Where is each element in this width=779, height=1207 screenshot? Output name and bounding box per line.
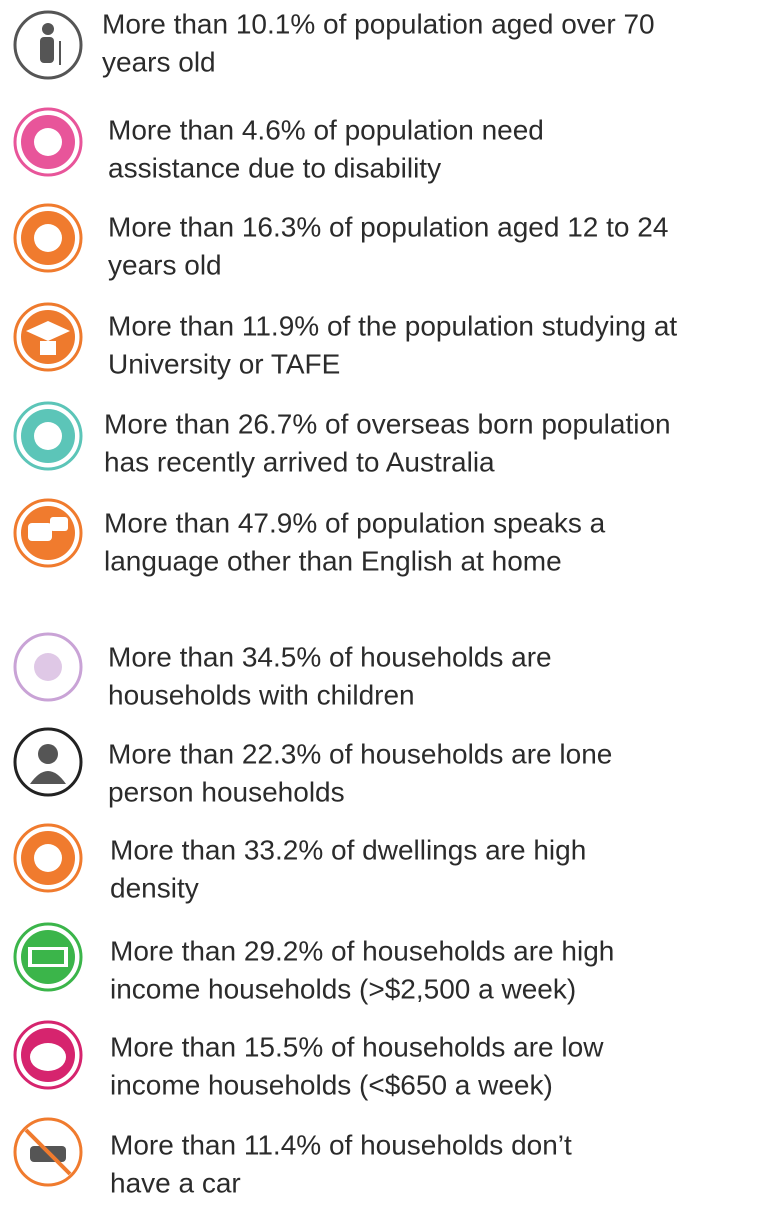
item-text: More than 10.1% of population aged over … bbox=[102, 8, 655, 39]
icon-glyph bbox=[50, 517, 68, 531]
icon-glyph bbox=[40, 341, 56, 355]
icon-glyph bbox=[38, 744, 58, 764]
icon-glyph bbox=[30, 771, 66, 784]
icon-glyph bbox=[40, 37, 54, 63]
item-text: have a car bbox=[110, 1167, 241, 1198]
item-text: person households bbox=[108, 776, 345, 807]
item-text: More than 34.5% of households are bbox=[108, 641, 552, 672]
list-item: More than 11.4% of households don’t have … bbox=[13, 1117, 572, 1198]
item-text: More than 26.7% of overseas born populat… bbox=[104, 408, 671, 439]
item-text: density bbox=[110, 872, 199, 903]
item-text: years old bbox=[102, 46, 216, 77]
item-text: language other than English at home bbox=[104, 545, 562, 576]
item-text: assistance due to disability bbox=[108, 152, 441, 183]
list-item: More than 33.2% of dwellings are high den… bbox=[13, 823, 586, 903]
item-text: More than 33.2% of dwellings are high bbox=[110, 834, 586, 865]
item-text: households with children bbox=[108, 679, 415, 710]
item-text: has recently arrived to Australia bbox=[104, 446, 495, 477]
list-item: More than 15.5% of households are low inc… bbox=[13, 1020, 604, 1100]
icon-glyph bbox=[34, 224, 62, 252]
list-item: More than 22.3% of households are lone pe… bbox=[13, 727, 612, 807]
list-item: More than 4.6% of population need assista… bbox=[13, 107, 544, 183]
icon-glyph bbox=[34, 128, 62, 156]
item-text: More than 47.9% of population speaks a bbox=[104, 507, 606, 538]
icon-glyph bbox=[32, 950, 64, 964]
icon-glyph bbox=[34, 422, 62, 450]
icon-glyph bbox=[30, 1043, 66, 1071]
list-item: More than 11.9% of the population studyi… bbox=[13, 302, 677, 379]
item-text: More than 22.3% of households are lone bbox=[108, 738, 612, 769]
item-text: income households (>$2,500 a week) bbox=[110, 973, 576, 1004]
icon-glyph bbox=[26, 321, 70, 341]
list-item: More than 26.7% of overseas born populat… bbox=[13, 401, 671, 477]
list-item: More than 10.1% of population aged over … bbox=[13, 8, 655, 80]
item-text: years old bbox=[108, 249, 222, 280]
icon-glyph bbox=[28, 523, 52, 541]
list-item: More than 34.5% of households are househo… bbox=[13, 632, 552, 710]
item-text: More than 11.4% of households don’t bbox=[110, 1129, 572, 1160]
icon-glyph bbox=[42, 23, 54, 35]
item-text: More than 4.6% of population need bbox=[108, 114, 544, 145]
item-text: More than 16.3% of population aged 12 to… bbox=[108, 211, 668, 242]
item-text: University or TAFE bbox=[108, 348, 340, 379]
item-text: income households (<$650 a week) bbox=[110, 1069, 553, 1100]
icon-glyph bbox=[24, 1128, 72, 1176]
icon-glyph bbox=[34, 844, 62, 872]
list-item: More than 47.9% of population speaks a la… bbox=[13, 498, 606, 576]
list-item: More than 16.3% of population aged 12 to… bbox=[13, 203, 668, 280]
list-item: More than 29.2% of households are high in… bbox=[13, 922, 614, 1004]
icon-glyph bbox=[34, 653, 62, 681]
item-text: More than 15.5% of households are low bbox=[110, 1031, 604, 1062]
item-text: More than 29.2% of households are high bbox=[110, 935, 614, 966]
item-text: More than 11.9% of the population studyi… bbox=[108, 310, 677, 341]
